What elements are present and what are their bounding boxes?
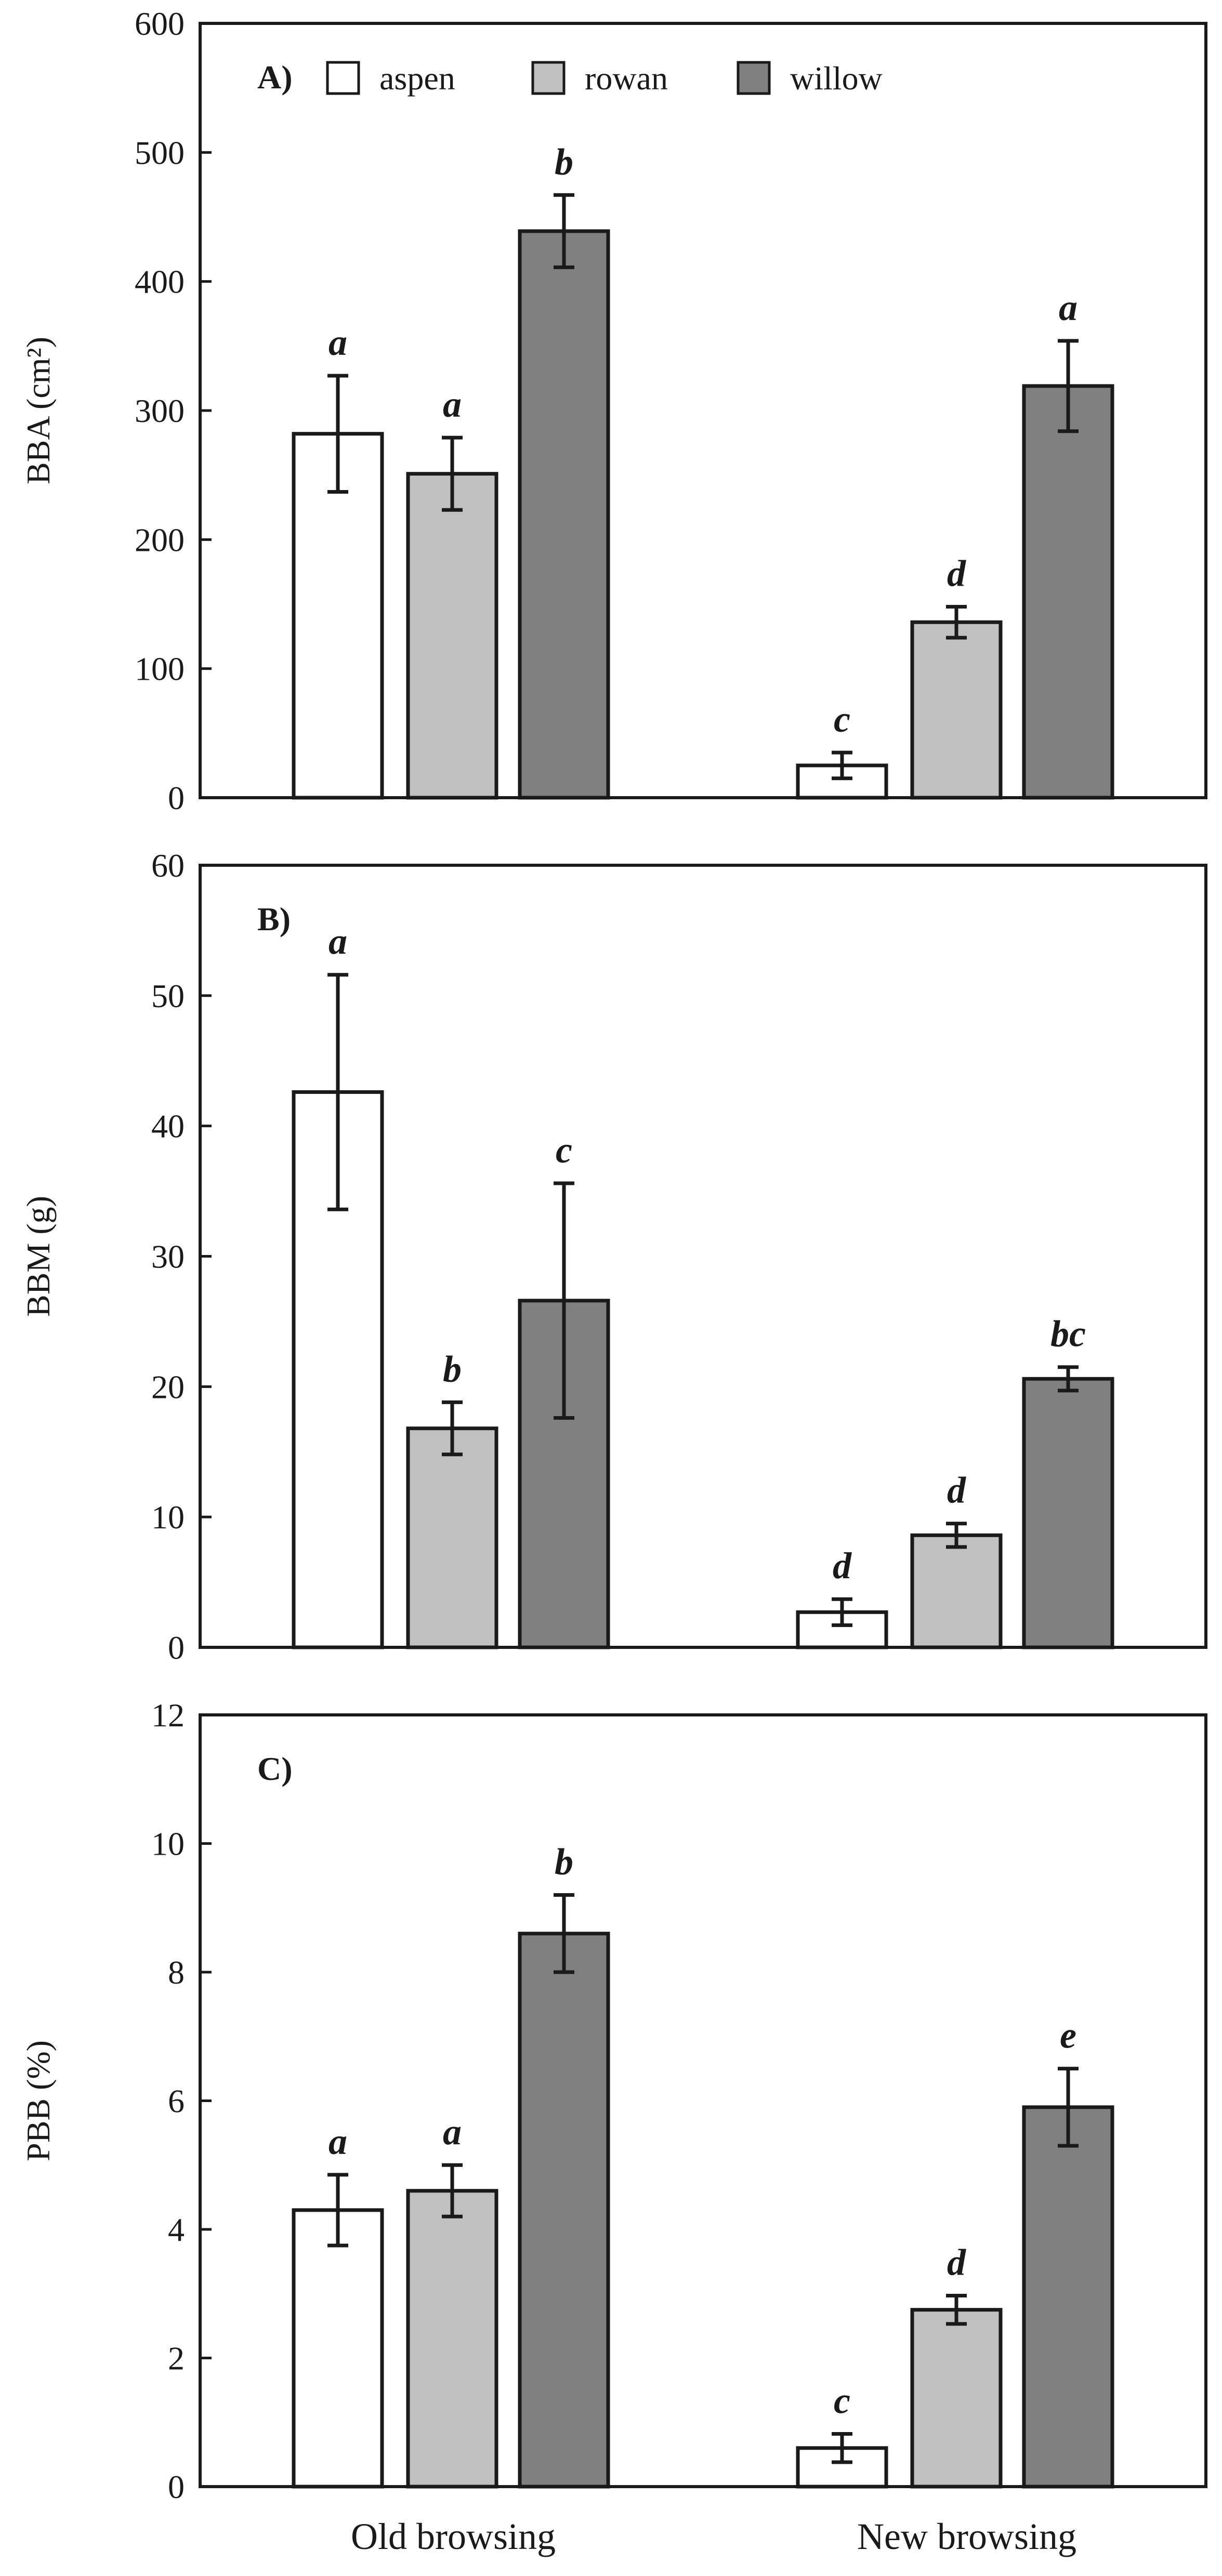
y-tick-label: 0 [168, 780, 185, 816]
significance-label: b [443, 1348, 462, 1390]
legend-label-willow: willow [790, 60, 883, 97]
y-tick-label: 100 [135, 651, 185, 688]
significance-label: a [329, 2121, 347, 2162]
y-tick-label: 0 [168, 1629, 185, 1666]
bar-willow [1022, 2105, 1114, 2489]
significance-label: bc [1050, 1313, 1086, 1355]
bar-rowan [406, 1426, 498, 1649]
y-tick-label: 2 [168, 2340, 185, 2377]
y-axis-title: BBA (cm²) [20, 337, 57, 484]
bar-rowan [406, 472, 498, 800]
significance-label: a [329, 322, 347, 363]
y-tick-label: 6 [168, 2083, 185, 2120]
significance-label: b [555, 1841, 573, 1883]
bar-willow [1022, 384, 1114, 800]
y-tick-label: 4 [168, 2211, 185, 2248]
significance-label: d [947, 2241, 966, 2283]
y-tick-label: 600 [135, 5, 185, 42]
bar-rowan [406, 2189, 498, 2489]
y-tick-label: 40 [151, 1108, 185, 1145]
x-category-label: Old browsing [351, 2516, 556, 2557]
y-tick-label: 0 [168, 2468, 185, 2505]
bar-rowan [910, 620, 1003, 800]
y-tick-label: 20 [151, 1368, 185, 1405]
y-tick-label: 50 [151, 977, 185, 1014]
significance-label: c [834, 698, 850, 740]
panel-label: C) [257, 1750, 293, 1787]
y-tick-label: 400 [135, 263, 185, 300]
bar-aspen [292, 2208, 384, 2489]
y-tick-label: 500 [135, 134, 185, 171]
y-tick-label: 8 [168, 1954, 185, 1991]
legend-swatch-rowan [531, 61, 566, 95]
bar-willow [518, 1932, 610, 2489]
bar-rowan [910, 1533, 1003, 1649]
y-axis-title: BBM (g) [20, 1196, 57, 1317]
bar-rowan [910, 2308, 1003, 2489]
significance-label: a [443, 2111, 462, 2152]
bar-willow [1022, 1377, 1114, 1649]
panel-label: B) [257, 901, 291, 937]
y-tick-label: 30 [151, 1238, 185, 1275]
significance-label: c [834, 2380, 850, 2422]
significance-label: a [443, 384, 462, 425]
legend-swatch-aspen [326, 61, 360, 95]
y-tick-label: 200 [135, 521, 185, 558]
significance-label: d [947, 1470, 966, 1511]
significance-label: d [833, 1545, 852, 1587]
significance-label: a [329, 921, 347, 962]
legend-label-rowan: rowan [585, 60, 668, 97]
bar-aspen [292, 432, 384, 800]
y-tick-label: 10 [151, 1499, 185, 1536]
y-tick-label: 60 [151, 847, 185, 884]
y-tick-label: 12 [151, 1697, 185, 1734]
legend-swatch-willow [737, 61, 771, 95]
x-category-label: New browsing [857, 2516, 1076, 2557]
y-tick-label: 300 [135, 392, 185, 429]
significance-label: c [556, 1129, 572, 1171]
y-axis-title: PBB (%) [20, 2040, 57, 2161]
significance-label: a [1059, 287, 1078, 328]
legend-label-aspen: aspen [379, 60, 455, 97]
bar-willow [518, 229, 610, 800]
panel-label: A) [257, 59, 293, 96]
y-tick-label: 10 [151, 1826, 185, 1862]
significance-label: e [1060, 2015, 1076, 2056]
significance-label: b [555, 141, 573, 182]
significance-label: d [947, 552, 966, 594]
